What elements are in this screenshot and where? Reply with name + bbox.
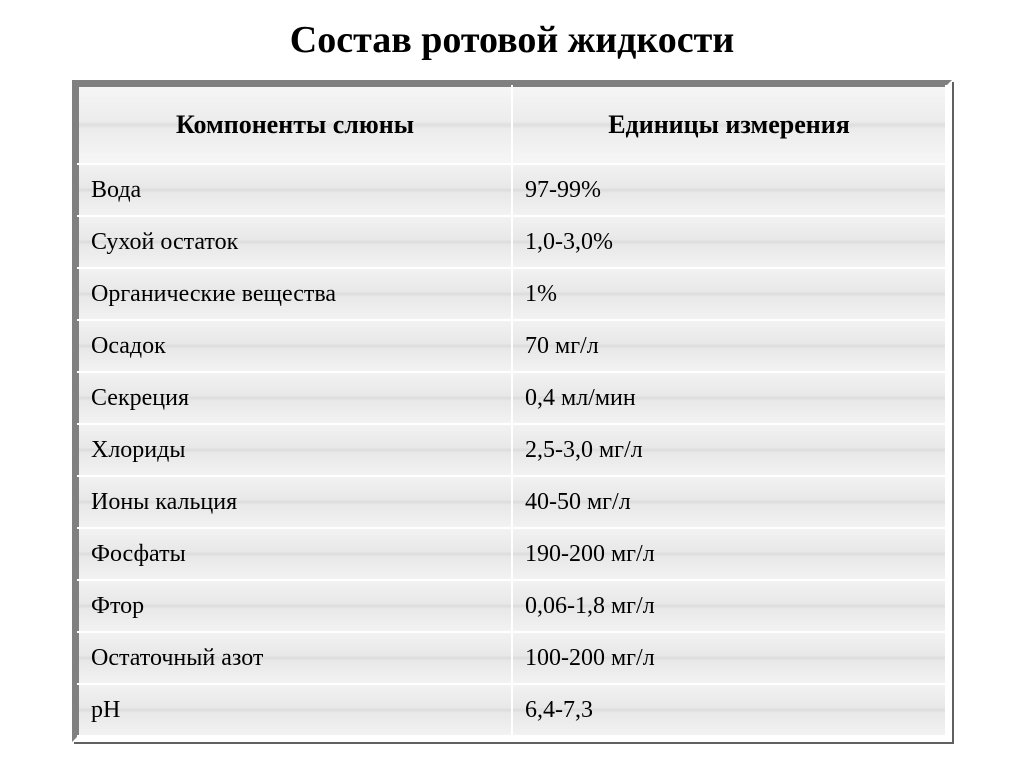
cell-component: Фтор xyxy=(78,580,512,632)
cell-component: Сухой остаток xyxy=(78,216,512,268)
table-row: Органические вещества 1% xyxy=(78,268,946,320)
cell-value: 70 мг/л xyxy=(512,320,946,372)
cell-value: 0,4 мл/мин xyxy=(512,372,946,424)
col-header-component: Компоненты слюны xyxy=(78,86,512,164)
table-header-row: Компоненты слюны Единицы измерения xyxy=(78,86,946,164)
table-row: Фтор 0,06-1,8 мг/л xyxy=(78,580,946,632)
cell-component: Органические вещества xyxy=(78,268,512,320)
cell-value: 97-99% xyxy=(512,164,946,216)
table-row: Фосфаты 190-200 мг/л xyxy=(78,528,946,580)
page-title: Состав ротовой жидкости xyxy=(0,18,1024,62)
cell-value: 0,06-1,8 мг/л xyxy=(512,580,946,632)
cell-component: Хлориды xyxy=(78,424,512,476)
composition-table-wrap: Компоненты слюны Единицы измерения Вода … xyxy=(72,80,952,742)
cell-value: 40-50 мг/л xyxy=(512,476,946,528)
cell-component: Осадок xyxy=(78,320,512,372)
cell-value: 1% xyxy=(512,268,946,320)
table-row: Хлориды 2,5-3,0 мг/л xyxy=(78,424,946,476)
cell-component: pH xyxy=(78,684,512,736)
table-row: Вода 97-99% xyxy=(78,164,946,216)
cell-component: Ионы кальция xyxy=(78,476,512,528)
cell-component: Фосфаты xyxy=(78,528,512,580)
cell-value: 100-200 мг/л xyxy=(512,632,946,684)
cell-value: 190-200 мг/л xyxy=(512,528,946,580)
table-row: Осадок 70 мг/л xyxy=(78,320,946,372)
cell-value: 1,0-3,0% xyxy=(512,216,946,268)
table-row: Ионы кальция 40-50 мг/л xyxy=(78,476,946,528)
cell-value: 2,5-3,0 мг/л xyxy=(512,424,946,476)
composition-table: Компоненты слюны Единицы измерения Вода … xyxy=(77,85,947,737)
cell-component: Вода xyxy=(78,164,512,216)
table-row: Остаточный азот 100-200 мг/л xyxy=(78,632,946,684)
col-header-units: Единицы измерения xyxy=(512,86,946,164)
cell-component: Секреция xyxy=(78,372,512,424)
cell-value: 6,4-7,3 xyxy=(512,684,946,736)
slide: Состав ротовой жидкости Компоненты слюны… xyxy=(0,0,1024,767)
table-row: Секреция 0,4 мл/мин xyxy=(78,372,946,424)
table-row: Сухой остаток 1,0-3,0% xyxy=(78,216,946,268)
table-row: pH 6,4-7,3 xyxy=(78,684,946,736)
cell-component: Остаточный азот xyxy=(78,632,512,684)
